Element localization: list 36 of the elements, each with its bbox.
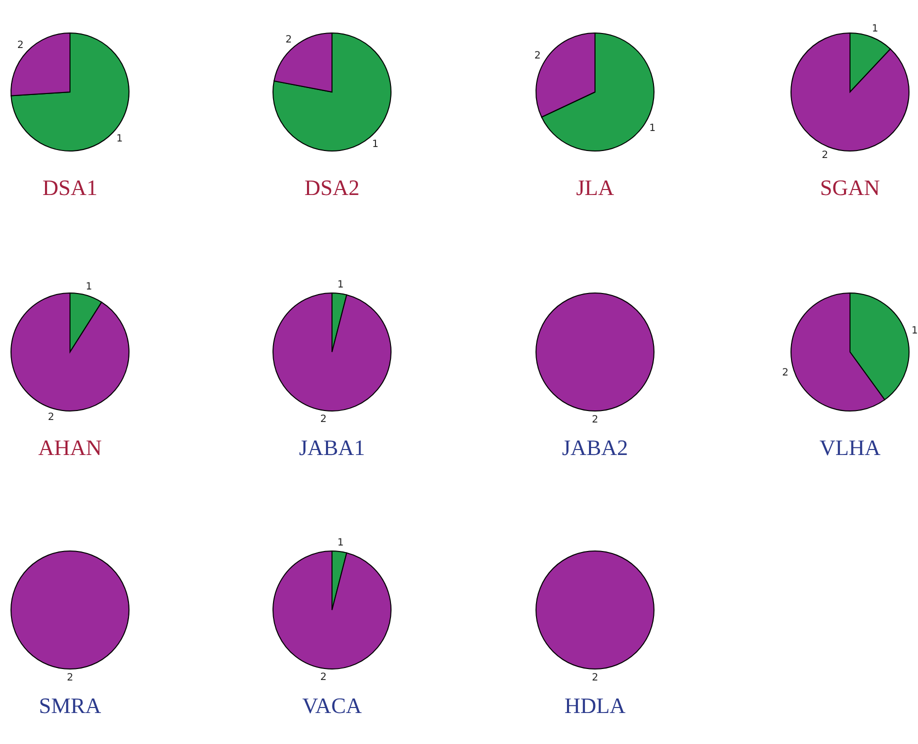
slice-label: 2 xyxy=(592,672,598,684)
slice-label: 1 xyxy=(872,24,878,35)
slice-label: 1 xyxy=(337,537,344,548)
slice-label: 2 xyxy=(822,150,828,161)
text: VLHA xyxy=(819,435,881,460)
slice-label: 1 xyxy=(86,281,92,292)
text: SMRA xyxy=(38,693,102,718)
slice-label: 2 xyxy=(66,672,74,684)
pie-slice xyxy=(272,292,392,412)
text: JABA2 xyxy=(562,435,628,460)
text: VACA xyxy=(302,693,362,718)
pie-slice xyxy=(10,32,130,152)
text: DSA1 xyxy=(42,175,98,200)
slice-label: 2 xyxy=(534,50,541,62)
text: JLA xyxy=(576,175,614,200)
slice-label: 2 xyxy=(592,414,598,426)
slice-label: 1 xyxy=(911,326,918,337)
slice-label: 2 xyxy=(17,40,24,52)
pie-slice xyxy=(272,32,392,152)
slice-label: 2 xyxy=(320,414,327,426)
slice-label: 1 xyxy=(649,123,656,134)
pie-slice xyxy=(790,32,910,152)
slice-label: 1 xyxy=(337,279,344,290)
text: DSA2 xyxy=(304,175,360,200)
slice-label: 2 xyxy=(320,672,327,684)
slice-label: 1 xyxy=(116,133,123,144)
slice-label: 1 xyxy=(372,139,379,150)
text: SGAN xyxy=(820,175,880,200)
slice-label: 2 xyxy=(48,412,54,424)
text: JABA1 xyxy=(298,435,366,460)
pie-slice xyxy=(10,292,130,412)
pie-slice xyxy=(272,550,392,670)
slice-label: 2 xyxy=(285,34,292,46)
text: HDLA xyxy=(564,693,626,718)
slice-label: 2 xyxy=(782,368,789,379)
text: AHAN xyxy=(38,435,102,460)
